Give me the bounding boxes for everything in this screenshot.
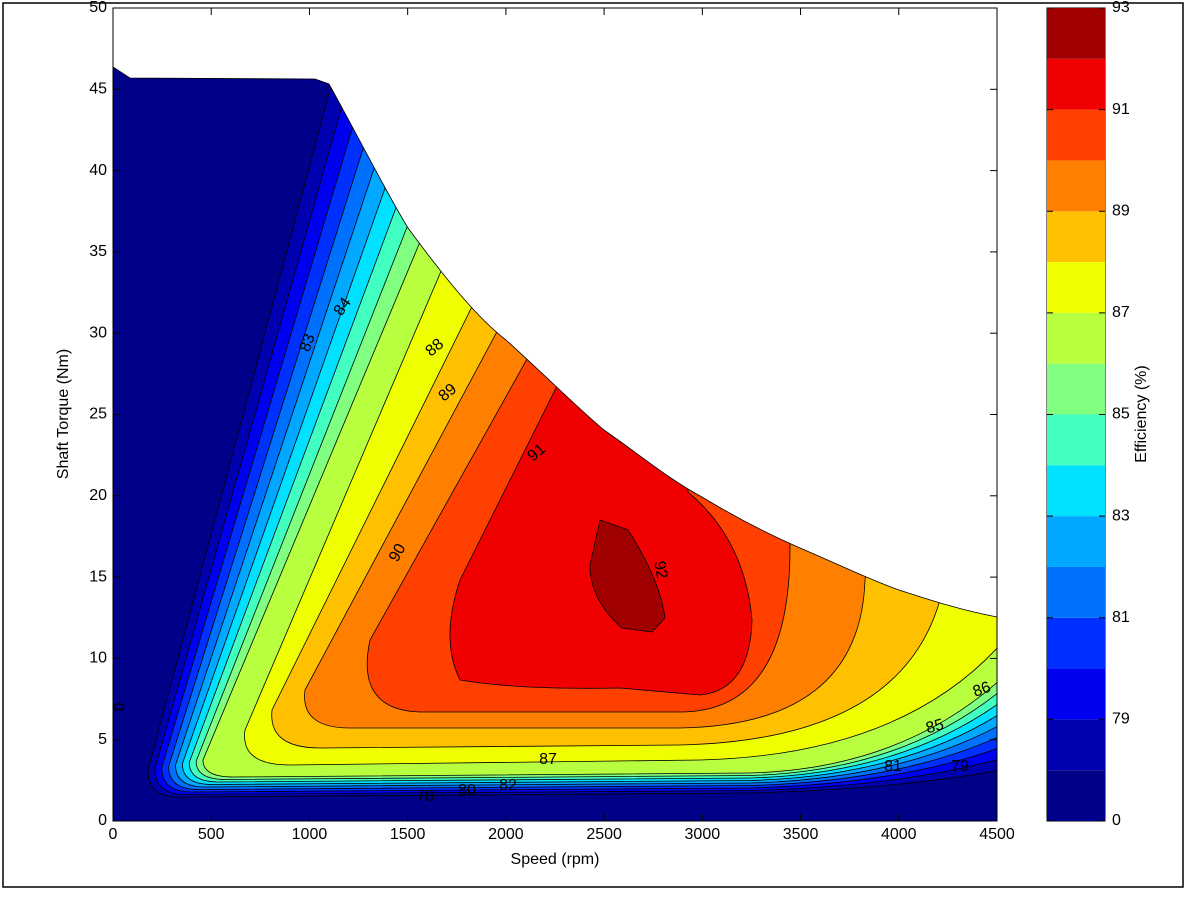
colorbar-tick-label: 85 bbox=[1112, 406, 1130, 423]
colorbar-band bbox=[1047, 516, 1105, 567]
colorbar-band bbox=[1047, 262, 1105, 313]
contour-label: 78 bbox=[416, 788, 434, 805]
colorbar-tick-label: 83 bbox=[1112, 507, 1130, 524]
contour-label: 90 bbox=[386, 541, 410, 565]
y-tick-label: 20 bbox=[89, 487, 107, 504]
x-tick-label: 2000 bbox=[488, 826, 524, 843]
colorbar-tick-label: 91 bbox=[1112, 101, 1130, 118]
colorbar-tick-label: 93 bbox=[1112, 0, 1130, 16]
y-tick-label: 45 bbox=[89, 81, 107, 98]
contour-label: 82 bbox=[499, 777, 517, 794]
contour-label: 80 bbox=[458, 782, 476, 799]
contour-area bbox=[113, 67, 997, 821]
x-tick-label: 1000 bbox=[292, 826, 328, 843]
colorbar-band bbox=[1047, 109, 1105, 161]
colorbar-tick-label: 79 bbox=[1112, 711, 1130, 728]
colorbar-band bbox=[1047, 566, 1105, 618]
colorbar-tick-label: 89 bbox=[1112, 202, 1130, 219]
contour-label: 86 bbox=[971, 679, 994, 701]
contour-label: 92 bbox=[650, 560, 670, 581]
colorbar-band bbox=[1047, 363, 1105, 415]
colorbar-label: Efficiency (%) bbox=[1133, 365, 1150, 463]
y-tick-label: 30 bbox=[89, 324, 107, 341]
colorbar-band bbox=[1047, 465, 1105, 517]
y-tick-label: 50 bbox=[89, 0, 107, 16]
y-tick-label: 5 bbox=[98, 731, 107, 748]
y-tick-label: 0 bbox=[98, 812, 107, 829]
colorbar-band bbox=[1047, 719, 1105, 771]
colorbar-band bbox=[1047, 312, 1105, 364]
y-axis-label: Shaft Torque (Nm) bbox=[55, 349, 72, 479]
colorbar-tick-label: 81 bbox=[1112, 609, 1130, 626]
colorbar-tick-label: 87 bbox=[1112, 304, 1130, 321]
x-tick-label: 4500 bbox=[979, 826, 1015, 843]
colorbar-band bbox=[1047, 770, 1105, 821]
contour-label: 83 bbox=[297, 332, 319, 355]
contour-label: 85 bbox=[924, 716, 946, 737]
y-tick-label: 10 bbox=[89, 650, 107, 667]
y-tick-label: 15 bbox=[89, 568, 107, 585]
contour-region bbox=[589, 519, 666, 633]
y-tick-label: 40 bbox=[89, 162, 107, 179]
colorbar-band bbox=[1047, 617, 1105, 669]
x-axis-label: Speed (rpm) bbox=[511, 851, 600, 868]
x-tick-label: 1500 bbox=[390, 826, 426, 843]
y-tick-label: 35 bbox=[89, 243, 107, 260]
contour-label: 81 bbox=[884, 758, 902, 775]
colorbar-band bbox=[1047, 414, 1105, 466]
x-tick-label: 500 bbox=[198, 826, 225, 843]
colorbar-band bbox=[1047, 211, 1105, 263]
x-tick-label: 0 bbox=[109, 826, 118, 843]
envelope bbox=[112, 66, 998, 618]
y-tick-label: 25 bbox=[89, 406, 107, 423]
colorbar-band bbox=[1047, 160, 1105, 212]
contour-label: 0 bbox=[109, 703, 126, 712]
contour-label: 79 bbox=[951, 758, 969, 775]
colorbar-band bbox=[1047, 58, 1105, 110]
x-tick-label: 4000 bbox=[881, 826, 917, 843]
colorbar-band bbox=[1047, 8, 1105, 59]
colorbar-tick-label: 0 bbox=[1112, 812, 1121, 829]
colorbar-band bbox=[1047, 668, 1105, 720]
x-tick-label: 2500 bbox=[586, 826, 622, 843]
x-tick-label: 3500 bbox=[783, 826, 819, 843]
x-tick-label: 3000 bbox=[685, 826, 721, 843]
contour-label: 87 bbox=[539, 751, 557, 768]
